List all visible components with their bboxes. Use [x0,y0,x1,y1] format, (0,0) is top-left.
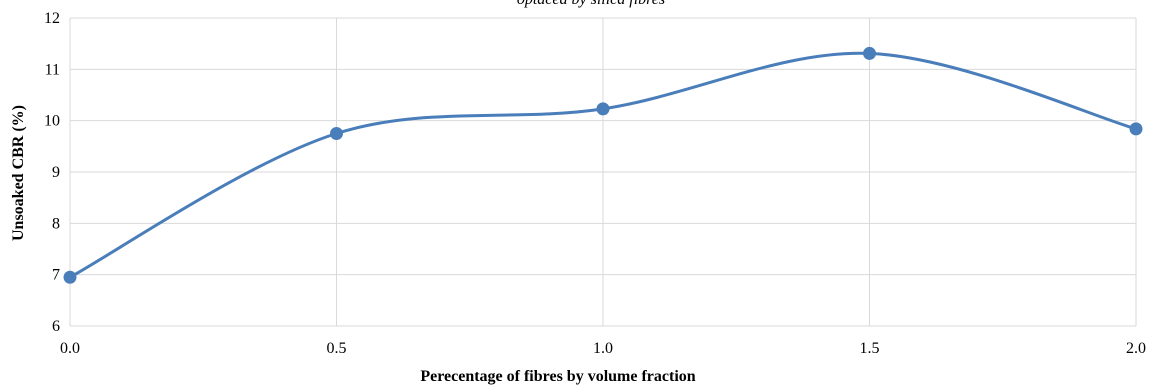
data-point [330,127,343,140]
x-tick-label: 0.5 [327,340,347,357]
data-point [596,102,610,116]
data-point [1129,122,1143,136]
x-tick-label: 1.0 [593,340,613,357]
x-axis-title: Perecentage of fibres by volume fraction [420,368,695,385]
series-points [63,46,1143,284]
y-tick-label: 9 [52,164,60,181]
data-point [63,270,77,284]
y-tick-label: 6 [52,318,60,335]
y-tick-label: 8 [52,215,60,232]
y-tick-label: 10 [44,113,60,130]
y-axis-title: Unsoaked CBR (%) [10,105,27,241]
y-tick-label: 7 [52,267,60,284]
y-tick-label: 11 [45,61,60,78]
x-tick-label: 2.0 [1126,340,1146,357]
x-tick-label: 0.0 [60,340,80,357]
x-axis-ticks: 0.0 0.5 1.0 1.5 2.0 [60,340,1146,357]
grid [69,17,1137,327]
data-point [863,46,876,60]
chart-title: optacea by silica fibres [517,0,665,8]
x-tick-label: 1.5 [860,340,880,357]
y-axis-ticks: 6 7 8 9 10 11 12 [44,10,60,335]
y-tick-label: 12 [44,10,60,27]
